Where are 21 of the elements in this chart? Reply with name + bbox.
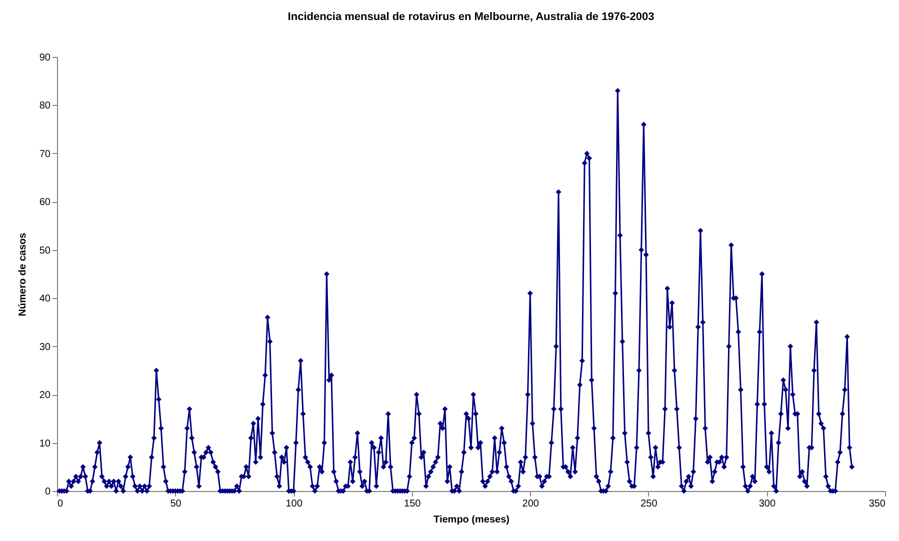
y-tick-label: 70 bbox=[39, 148, 51, 160]
y-tick-label: 90 bbox=[39, 52, 51, 64]
x-tick-label: 50 bbox=[170, 498, 182, 510]
x-tick-label: 0 bbox=[58, 498, 64, 510]
y-tick-label: 10 bbox=[39, 438, 51, 450]
x-tick-label: 300 bbox=[758, 498, 776, 510]
y-tick-label: 20 bbox=[39, 390, 51, 402]
y-tick-label: 60 bbox=[39, 197, 51, 208]
x-tick-label: 200 bbox=[522, 498, 540, 510]
x-axis-title: Tiempo (meses) bbox=[434, 514, 510, 526]
x-tick-label: 150 bbox=[404, 498, 422, 510]
y-tick-label: 30 bbox=[39, 342, 51, 353]
y-tick-label: 40 bbox=[39, 294, 51, 305]
x-tick-label: 250 bbox=[640, 498, 658, 510]
y-tick-label: 80 bbox=[39, 100, 51, 112]
y-axis-title: Número de casos bbox=[17, 232, 28, 316]
chart-title: Incidencia mensual de rotavirus en Melbourne, Australia de 1976-2003 bbox=[288, 11, 654, 23]
y-tick-label: 0 bbox=[44, 486, 51, 498]
x-tick-label: 350 bbox=[868, 498, 886, 510]
y-tick-label: 50 bbox=[39, 245, 51, 256]
x-tick-label: 100 bbox=[286, 498, 303, 510]
